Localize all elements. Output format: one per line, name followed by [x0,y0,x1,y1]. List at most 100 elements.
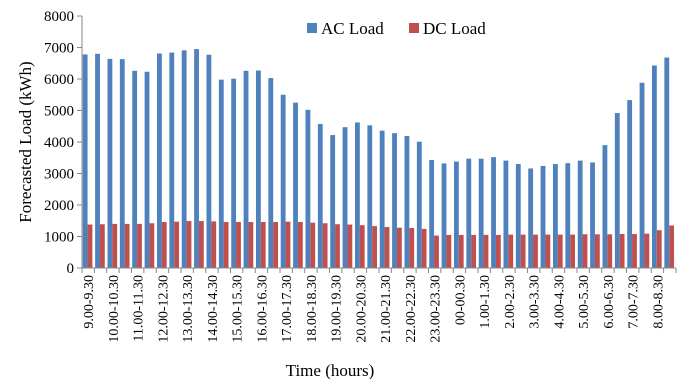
y-tick-label: 2000 [44,198,74,214]
ac-load-bar [156,53,162,268]
dc-load-bar [594,234,600,268]
dc-load-bar [161,222,167,268]
ac-load-bar [404,136,410,268]
x-tick-label: 19.00-19.30 [330,275,345,343]
x-tick-label: 8.00-8.30 [651,275,666,329]
x-tick-label: 20.00-20.30 [354,275,369,343]
ac-load-bar [354,122,360,268]
x-axis-ticks: 9.00-9.30 10.00-10.30 11.00-11.30 12.00-12.… [81,268,677,343]
x-tick-label: 6.00-6.30 [602,275,617,329]
ac-load-bar [565,163,571,268]
ac-load-bar [293,102,298,269]
dc-load-bar [458,234,464,268]
ac-load-bar [453,161,459,268]
ac-load-bar [552,164,558,268]
dc-load-bar [223,222,229,268]
x-tick-label: 3.00-3.30 [528,275,543,329]
dc-load-bar [236,222,241,268]
ac-load-bar [119,59,125,268]
ac-load-bar [590,162,595,268]
ac-load-bar [627,100,633,268]
ac-load-bar [144,71,150,268]
dc-load-bar [211,221,217,268]
x-tick-label: 21.00-21.30 [379,275,394,343]
x-tick-label: 15.00-15.30 [231,275,246,343]
ac-load-bar [280,94,286,268]
dc-load-bar [545,234,551,268]
dc-load-bar [87,224,93,268]
dc-load-bar [248,222,254,268]
ac-load-bar [342,127,348,268]
ac-load-bar [379,130,385,268]
dc-load-bar [669,225,675,268]
x-tick-label: 00-00.30 [453,275,468,325]
ac-load-bar [367,125,373,268]
ac-load-bar [577,160,583,268]
y-tick-label: 0 [67,261,75,277]
ac-load-bar [515,164,521,268]
y-tick-label: 3000 [44,167,74,183]
dc-load-bar [446,234,452,268]
ac-load-bar [107,58,113,269]
x-tick-label: 2.00-2.30 [503,275,518,329]
dc-load-bar [619,233,625,268]
x-axis-title: Time (hours) [286,361,375,379]
y-tick-label: 8000 [44,9,74,25]
dc-load-bar [421,228,427,268]
dc-load-bar [495,234,501,268]
x-tick-label: 23.00-23.30 [429,275,444,343]
dc-load-bar [372,226,378,268]
dc-load-bar [570,234,576,268]
ac-load-bar [132,70,138,268]
dc-load-bar [124,223,130,268]
x-tick-label: 11.00-11.30 [132,275,147,342]
dc-load-bar [656,230,662,268]
ac-load-bar [206,54,212,268]
dc-load-bar [384,227,390,268]
x-tick-label: 22.00-22.30 [404,275,419,343]
dc-load-bar [434,235,439,268]
ac-load-bar [602,145,608,268]
ac-load-bar [416,141,422,268]
dc-load-bar [471,234,477,268]
legend-dc-swatch [409,23,419,33]
ac-load-bar [664,57,670,268]
dc-load-bar [198,221,204,268]
y-tick-label: 7000 [44,41,74,57]
dc-load-bar [644,233,650,268]
ac-load-bar [478,158,484,268]
dc-load-bar [396,227,402,268]
ac-load-bar [95,53,100,268]
dc-load-bar [322,223,328,268]
dc-load-bar [260,222,266,268]
dc-load-series [87,221,675,268]
x-tick-label: 10.00-10.30 [107,275,122,343]
dc-load-bar [149,223,155,268]
ac-load-bar [392,133,397,268]
x-tick-label: 14.00-14.30 [206,275,221,343]
dc-load-bar [285,221,291,268]
y-tick-label: 4000 [44,135,74,151]
dc-load-bar [335,224,340,268]
dc-load-bar [310,222,316,268]
dc-load-bar [632,233,637,268]
dc-load-bar [409,228,415,268]
x-tick-label: 12.00-12.30 [156,275,171,343]
ac-load-bar [255,70,261,268]
ac-load-bar [429,159,435,268]
x-tick-label: 1.00-1.30 [478,275,493,329]
ac-load-bar [441,163,447,268]
legend: AC Load DC Load [307,19,486,38]
dc-load-bar [99,224,105,268]
dc-load-bar [137,223,142,268]
dc-load-bar [297,222,303,268]
ac-load-bar [540,165,546,268]
y-tick-label: 5000 [44,104,74,120]
ac-load-bar [169,52,175,268]
dc-load-bar [186,221,192,268]
x-tick-label: 4.00-4.30 [552,275,567,329]
dc-load-bar [112,223,118,268]
ac-load-bar [330,135,336,268]
y-tick-label: 1000 [44,230,74,246]
